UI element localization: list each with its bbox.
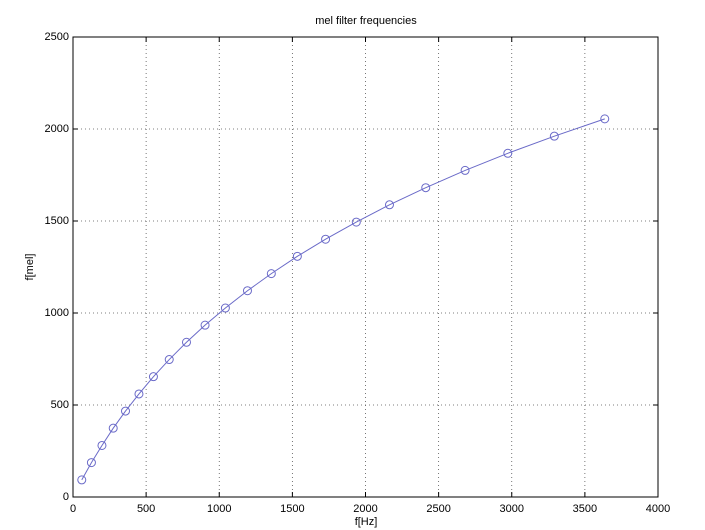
x-tick-label: 500 bbox=[137, 503, 155, 515]
y-tick-label: 500 bbox=[51, 399, 69, 411]
data-point bbox=[164, 355, 174, 365]
data-point bbox=[108, 423, 118, 433]
y-tick-label: 2000 bbox=[45, 123, 69, 135]
y-tick-label: 1500 bbox=[45, 215, 69, 227]
data-point bbox=[460, 165, 470, 175]
data-point bbox=[242, 286, 252, 296]
data-point bbox=[134, 389, 144, 399]
y-tick-label: 2500 bbox=[45, 31, 69, 43]
data-point bbox=[292, 251, 302, 261]
x-tick-label: 4000 bbox=[646, 503, 670, 515]
y-tick-label: 1000 bbox=[45, 307, 69, 319]
x-axis-label: f[Hz] bbox=[355, 516, 378, 528]
data-point bbox=[148, 372, 158, 382]
data-point bbox=[351, 217, 361, 227]
y-tick-label: 0 bbox=[63, 491, 69, 503]
x-tick-label: 3500 bbox=[573, 503, 597, 515]
data-point bbox=[220, 303, 230, 313]
x-tick-label: 0 bbox=[70, 503, 76, 515]
data-point bbox=[321, 234, 331, 244]
data-point bbox=[600, 114, 610, 124]
data-point bbox=[200, 320, 210, 330]
data-point bbox=[266, 269, 276, 279]
data-point bbox=[384, 200, 394, 210]
x-tick-label: 2500 bbox=[426, 503, 450, 515]
x-tick-label: 1000 bbox=[207, 503, 231, 515]
x-tick-label: 2000 bbox=[353, 503, 377, 515]
data-point bbox=[121, 406, 131, 416]
data-point bbox=[421, 183, 431, 193]
data-point bbox=[549, 131, 559, 141]
plot-frame bbox=[72, 36, 659, 498]
data-point bbox=[77, 475, 87, 485]
y-axis-label: f[mel] bbox=[24, 254, 36, 281]
x-tick-label: 1500 bbox=[280, 503, 304, 515]
chart-title: mel filter frequencies bbox=[315, 15, 417, 27]
data-point bbox=[86, 458, 96, 468]
x-tick-label: 3000 bbox=[500, 503, 524, 515]
data-point bbox=[97, 440, 107, 450]
data-point bbox=[503, 148, 513, 158]
data-line bbox=[81, 118, 605, 481]
data-point bbox=[181, 337, 191, 347]
